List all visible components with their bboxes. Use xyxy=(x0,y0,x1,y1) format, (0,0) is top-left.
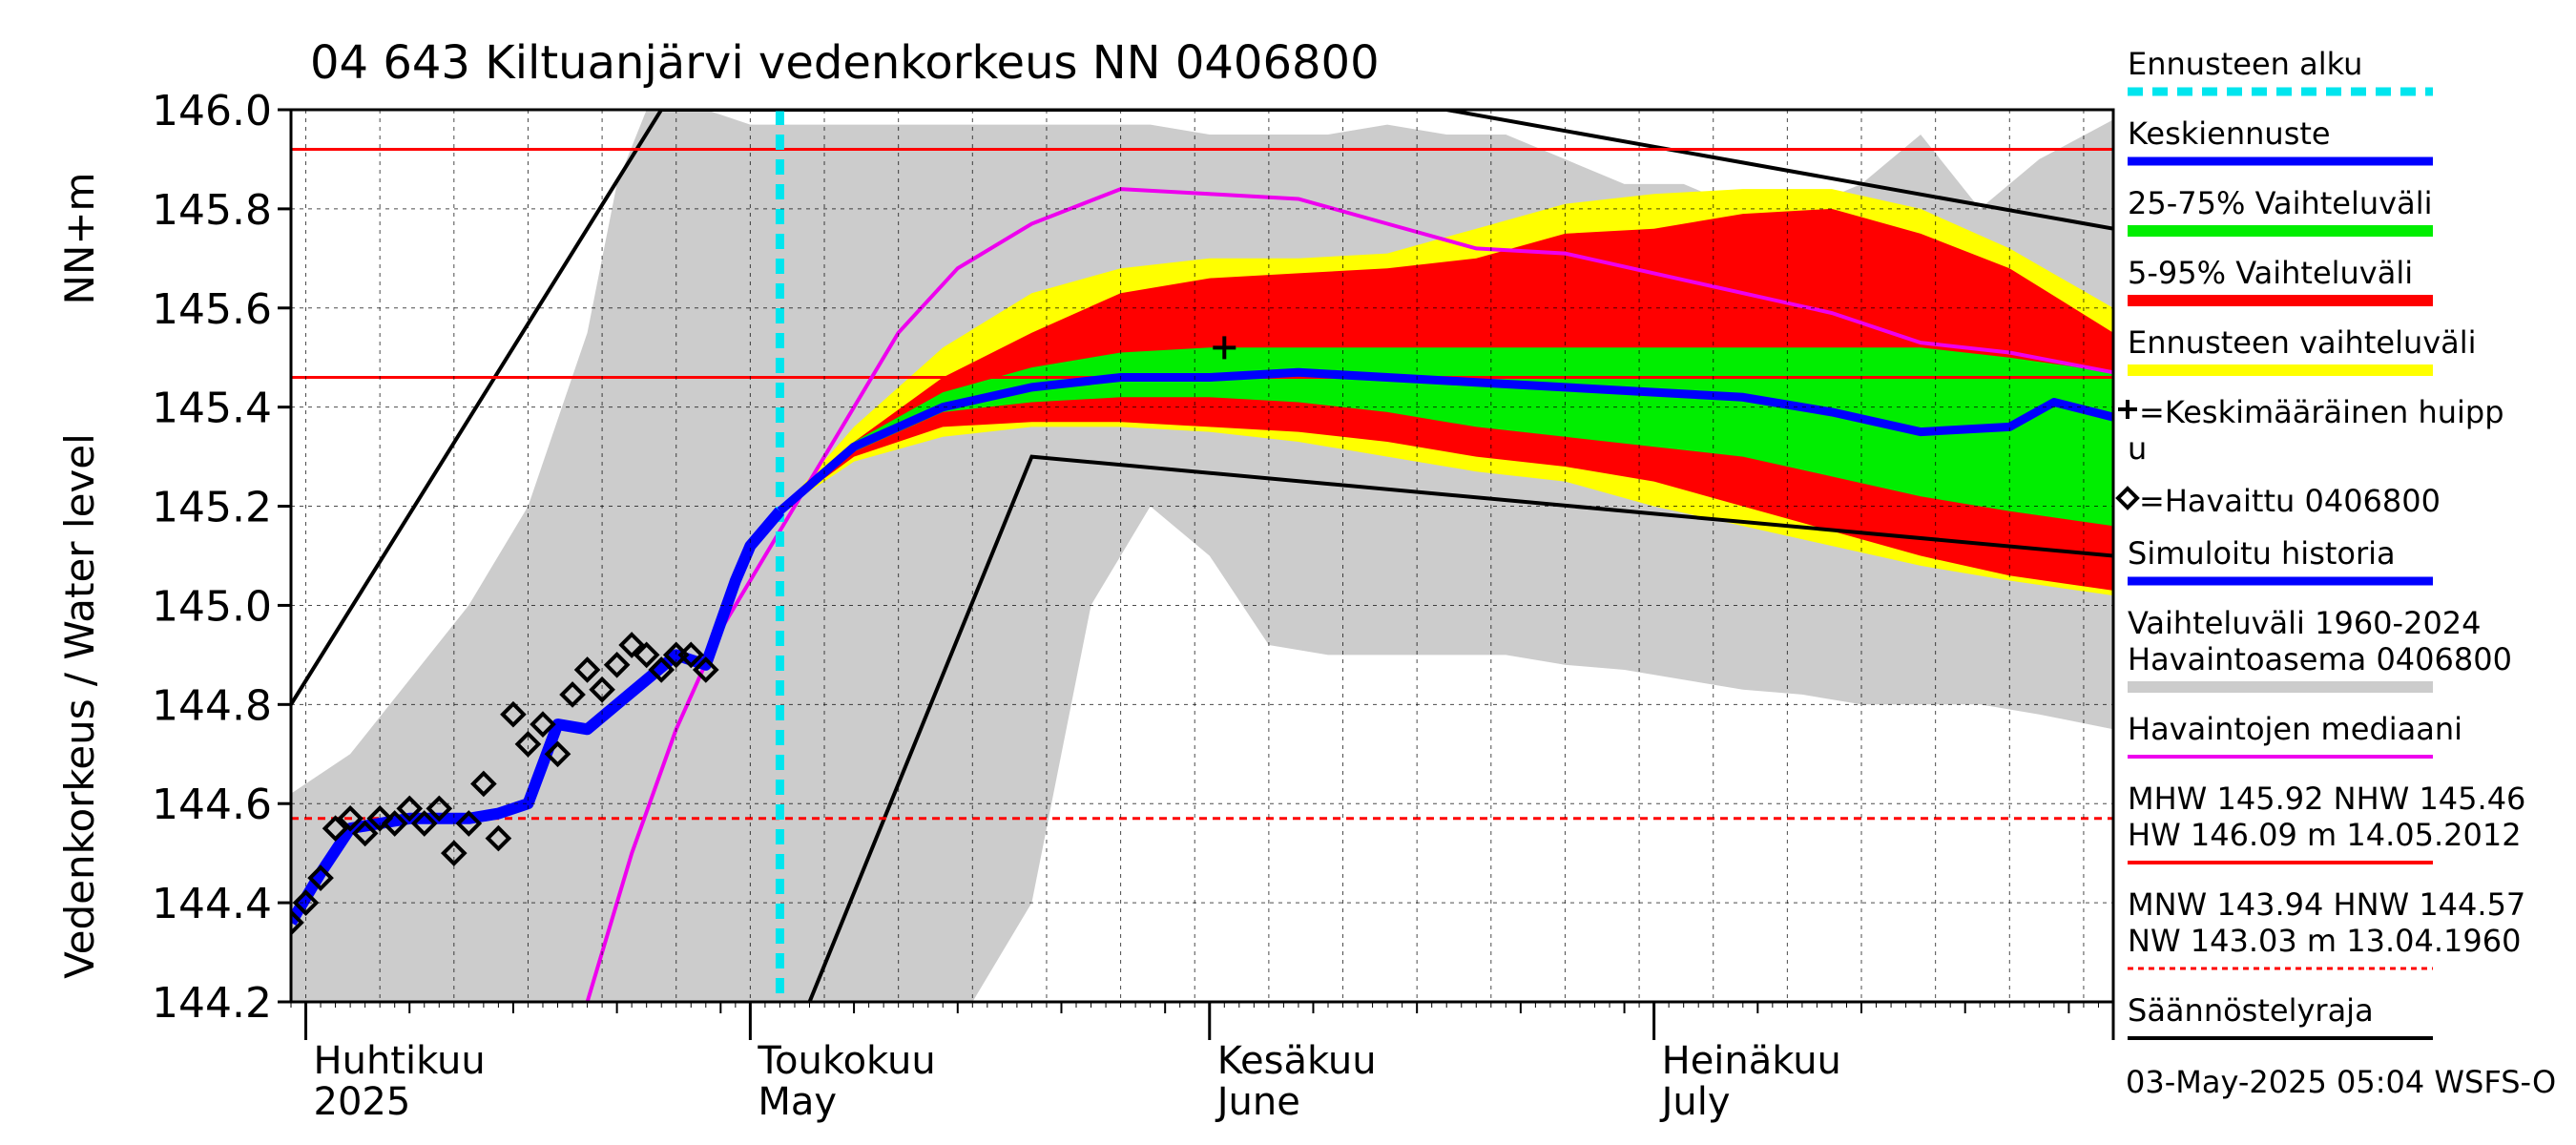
regulation-limit-upper xyxy=(291,110,2113,706)
observation-point xyxy=(603,651,631,678)
x-month-sublabel: June xyxy=(1215,1080,1300,1124)
observation-point xyxy=(322,815,349,843)
y-tick-label: 145.6 xyxy=(152,285,272,334)
legend-label-line2: u xyxy=(2128,430,2147,467)
legend-item-forecast_range: Ennusteen vaihteluväli xyxy=(2128,324,2477,376)
y-axis-unit: NN+m xyxy=(56,173,103,305)
plot-area xyxy=(291,110,2113,1002)
observation-point xyxy=(470,770,497,798)
x-month-label: Toukokuu xyxy=(757,1039,935,1083)
chart-title: 04 643 Kiltuanjärvi vedenkorkeus NN 0406… xyxy=(310,36,1380,90)
y-tick-label: 145.2 xyxy=(152,484,272,532)
legend-item-forecast_start: Ennusteen alku xyxy=(2128,46,2433,96)
legend-label: 25-75% Vaihteluväli xyxy=(2128,185,2432,221)
legend-item-p5_95: 5-95% Vaihteluväli xyxy=(2128,255,2433,306)
legend-item-observations: =Havaittu 0406800 xyxy=(2115,483,2441,519)
legend-label: Simuloitu historia xyxy=(2128,535,2396,572)
observation-point xyxy=(530,711,556,738)
legend-label: MHW 145.92 NHW 145.46 xyxy=(2128,781,2525,817)
x-month-label: Kesäkuu xyxy=(1217,1039,1377,1083)
observation-point xyxy=(455,810,483,837)
y-tick-label: 144.2 xyxy=(152,979,272,1028)
legend-symbol xyxy=(2115,486,2140,510)
legend-label: Ennusteen alku xyxy=(2128,46,2362,82)
legend-label: Vaihteluväli 1960-2024 xyxy=(2128,605,2482,641)
observation-point xyxy=(410,810,438,837)
legend-label: =Keskimääräinen huipp xyxy=(2139,394,2504,430)
observation-point xyxy=(440,840,467,866)
y-tick-label: 146.0 xyxy=(152,87,272,135)
observation-point xyxy=(500,700,527,728)
band-25-75 xyxy=(779,347,2113,527)
observation-point xyxy=(633,641,660,669)
legend-item-median: Havaintojen mediaani xyxy=(2128,711,2462,759)
observation-point xyxy=(337,804,364,832)
legend-label: Säännöstelyraja xyxy=(2128,992,2374,1029)
legend-label-line2: HW 146.09 m 14.05.2012 xyxy=(2128,817,2522,853)
x-month-label: Heinäkuu xyxy=(1662,1039,1841,1083)
y-axis-label: Vedenkorkeus / Water level xyxy=(56,433,103,979)
y-tick-label: 144.6 xyxy=(152,781,272,829)
mean-peak-marker xyxy=(1213,336,1236,360)
y-tick-label: 144.8 xyxy=(152,681,272,730)
observation-point xyxy=(589,676,615,703)
legend-label: MNW 143.94 HNW 144.57 xyxy=(2128,886,2525,923)
series-median-line xyxy=(585,187,2113,1002)
observation-point xyxy=(381,810,408,837)
legend-item-p25_75: 25-75% Vaihteluväli xyxy=(2128,185,2433,237)
y-tick-label: 144.4 xyxy=(152,880,272,928)
legend: Ennusteen alku Keskiennuste 25-75% Vaihtel… xyxy=(2115,46,2525,1040)
observation-point xyxy=(544,740,571,768)
observation-point xyxy=(573,656,601,683)
plot-frame xyxy=(289,108,2115,1004)
observation-point xyxy=(618,632,645,658)
legend-symbol xyxy=(2118,400,2137,419)
observation-point xyxy=(366,804,393,832)
x-month-label: Huhtikuu xyxy=(314,1039,486,1083)
observation-point xyxy=(426,795,453,822)
series-mean-forecast-line xyxy=(777,367,2113,515)
axes: 144.2 144.4 144.6 144.8 145.0 145.2 145.4 145.6… xyxy=(152,87,2115,1124)
y-tick-label: 145.4 xyxy=(152,385,272,433)
legend-label: Havaintojen mediaani xyxy=(2128,711,2462,747)
x-month-sublabel: 2025 xyxy=(314,1080,411,1124)
legend-item-regulation: Säännöstelyraja xyxy=(2128,992,2433,1040)
observation-point xyxy=(648,656,675,683)
legend-label: Keskiennuste xyxy=(2128,115,2331,152)
legend-swatch xyxy=(2128,364,2433,376)
observation-point xyxy=(559,681,586,708)
legend-label-line2: Havaintoasema 0406800 xyxy=(2128,641,2512,677)
observation-point xyxy=(396,795,424,822)
legend-label: Ennusteen vaihteluväli xyxy=(2128,324,2477,361)
legend-label-line2: NW 143.03 m 13.04.1960 xyxy=(2128,923,2521,959)
observation-point xyxy=(677,641,705,669)
legend-swatch xyxy=(2128,681,2433,693)
legend-item-simulated: Simuloitu historia xyxy=(2128,535,2433,586)
observation-point xyxy=(291,909,304,936)
y-tick-label: 145.8 xyxy=(152,186,272,235)
legend-swatch xyxy=(2128,225,2433,237)
observation-point xyxy=(307,864,334,891)
x-month-sublabel: May xyxy=(758,1080,837,1124)
footer-timestamp: 03-May-2025 05:04 WSFS-O xyxy=(2126,1064,2556,1100)
observation-point xyxy=(292,889,320,916)
x-month-sublabel: July xyxy=(1659,1080,1731,1124)
regulation-limit-lower xyxy=(807,454,2113,1002)
legend-swatch xyxy=(2128,295,2433,306)
legend-item-variation: Vaihteluväli 1960-2024 Havaintoasema 040… xyxy=(2128,605,2512,693)
legend-label: 5-95% Vaihteluväli xyxy=(2128,255,2413,291)
observation-point xyxy=(692,656,719,683)
legend-label: =Havaittu 0406800 xyxy=(2139,483,2441,519)
observation-point xyxy=(485,824,512,852)
legend-item-mean_forecast: Keskiennuste xyxy=(2128,115,2433,166)
y-tick-label: 145.0 xyxy=(152,582,272,631)
observation-point xyxy=(351,820,379,847)
